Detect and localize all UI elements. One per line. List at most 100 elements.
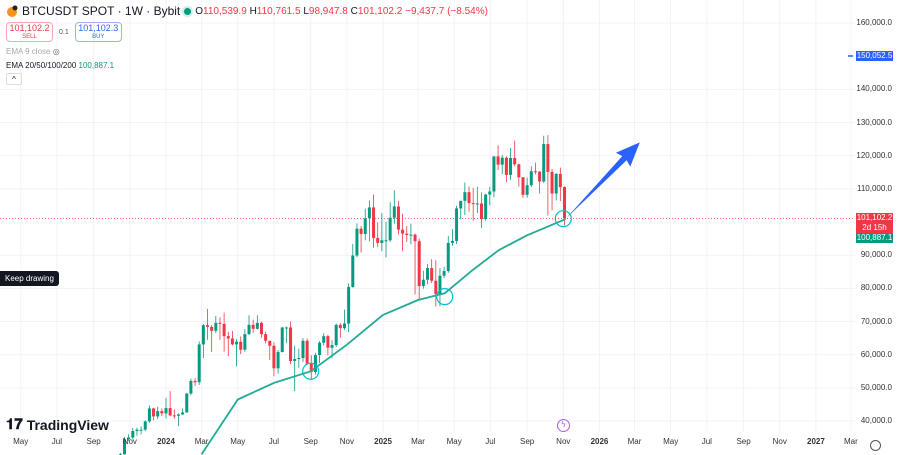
support-circle — [436, 288, 454, 306]
candle-body — [189, 380, 193, 394]
candle-body — [185, 393, 189, 413]
candle-body — [413, 234, 417, 242]
candle-body — [546, 144, 550, 172]
candle-body — [463, 192, 467, 201]
settings-gear-icon[interactable] — [870, 440, 881, 451]
candle-body — [176, 414, 180, 416]
candle-body — [247, 324, 251, 335]
candle-body — [147, 408, 151, 422]
candle-body — [492, 156, 496, 192]
candle-body — [496, 156, 500, 165]
candle-body — [525, 185, 529, 195]
candle-body — [330, 345, 334, 348]
candle-body — [152, 408, 156, 417]
candle-body — [334, 324, 338, 346]
candle-body — [297, 358, 301, 360]
candle-body — [392, 206, 396, 218]
collapse-legend-button[interactable]: ^ — [6, 73, 22, 85]
candle-body — [268, 340, 272, 346]
candle-body — [558, 173, 562, 188]
candle-body — [230, 338, 234, 345]
candle-body — [479, 203, 483, 220]
time-tick-label: 2024 — [157, 437, 175, 446]
candle-body — [455, 208, 459, 241]
candle-body — [409, 234, 413, 236]
candle-body — [554, 173, 558, 194]
candle-body — [309, 363, 313, 372]
trend-arrow — [565, 142, 640, 219]
candle-body — [401, 229, 405, 234]
support-circle — [554, 210, 572, 228]
candle-body — [359, 228, 363, 234]
candle-body — [355, 228, 359, 256]
candle-body — [430, 268, 434, 281]
candle-body — [301, 340, 305, 359]
candle-body — [322, 336, 326, 343]
price-tick-label: 50,000.0 — [860, 382, 892, 392]
candle-body — [521, 177, 525, 195]
price-tick-label: 140,000.0 — [856, 84, 892, 94]
candle-body — [293, 359, 297, 362]
indicator-ema9[interactable]: EMA 9 close ◎ — [6, 47, 60, 56]
time-tick-label: Nov — [122, 437, 137, 446]
time-tick-label: Sep — [303, 437, 318, 446]
price-tick-label: 130,000.0 — [856, 117, 892, 127]
candle-body — [459, 200, 463, 209]
candle-body — [384, 240, 388, 242]
symbol-title[interactable]: BTCUSDT SPOT · 1W · Bybit — [22, 4, 181, 18]
time-tick-label: Jul — [701, 437, 712, 446]
candle-body — [276, 352, 280, 369]
candle-body — [509, 158, 513, 175]
spread-value: 0.1 — [59, 28, 69, 36]
candle-body — [135, 429, 139, 431]
candle-body — [396, 206, 400, 230]
indicator-ema-ribbon[interactable]: EMA 20/50/100/200 100,887.1 — [6, 61, 115, 70]
price-tick-label: 40,000.0 — [860, 416, 892, 426]
candle-body — [318, 342, 322, 356]
candle-body — [181, 412, 185, 415]
candle-body — [446, 242, 450, 272]
time-tick-label: Nov — [339, 437, 354, 446]
candle-body — [529, 171, 533, 186]
candle-body — [388, 217, 392, 241]
candle-body — [342, 323, 346, 329]
candle-body — [164, 408, 168, 414]
candle-body — [372, 207, 376, 238]
time-tick-label: May — [230, 437, 246, 446]
candle-body — [351, 255, 355, 288]
candle-body — [235, 341, 239, 345]
time-tick-label: Sep — [86, 437, 101, 446]
candle-body — [255, 322, 259, 329]
candle-body — [513, 158, 517, 165]
ema-line — [200, 218, 567, 455]
candle-body — [222, 323, 226, 337]
price-tick-label: 120,000.0 — [856, 150, 892, 160]
candle-body — [259, 322, 263, 335]
candle-body — [326, 336, 330, 348]
time-tick-label: 2027 — [807, 437, 825, 446]
sell-button[interactable]: 101,102.2 SELL — [6, 22, 53, 42]
lightning-events-icon[interactable]: ϟ — [557, 419, 570, 432]
candle-body — [131, 430, 135, 438]
keep-drawing-tooltip: Keep drawing — [0, 271, 59, 286]
buy-button[interactable]: 101,102.3 BUY — [74, 22, 122, 42]
ema-price-label: 100,887.1 — [856, 233, 893, 244]
candle-body — [201, 325, 205, 345]
candle-body — [405, 233, 409, 235]
candle-body — [562, 187, 566, 219]
chart-legend: BTCUSDT SPOT · 1W · Bybit O110,539.9 H11… — [6, 4, 488, 85]
market-status-dot — [184, 7, 192, 15]
candle-body — [218, 322, 222, 324]
candle-body — [122, 439, 126, 455]
candle-body — [542, 144, 546, 182]
eye-hidden-icon[interactable]: ◎ — [52, 47, 60, 56]
time-tick-label: Jul — [268, 437, 280, 446]
candle-body — [156, 411, 160, 417]
time-tick-label: Jul — [485, 437, 496, 446]
candle-body — [417, 241, 421, 287]
candle-body — [168, 408, 172, 416]
ohlc-values: O110,539.9 H110,761.5 L98,947.8 C101,102… — [195, 5, 488, 17]
candle-body — [380, 240, 384, 243]
candle-body — [127, 437, 131, 440]
